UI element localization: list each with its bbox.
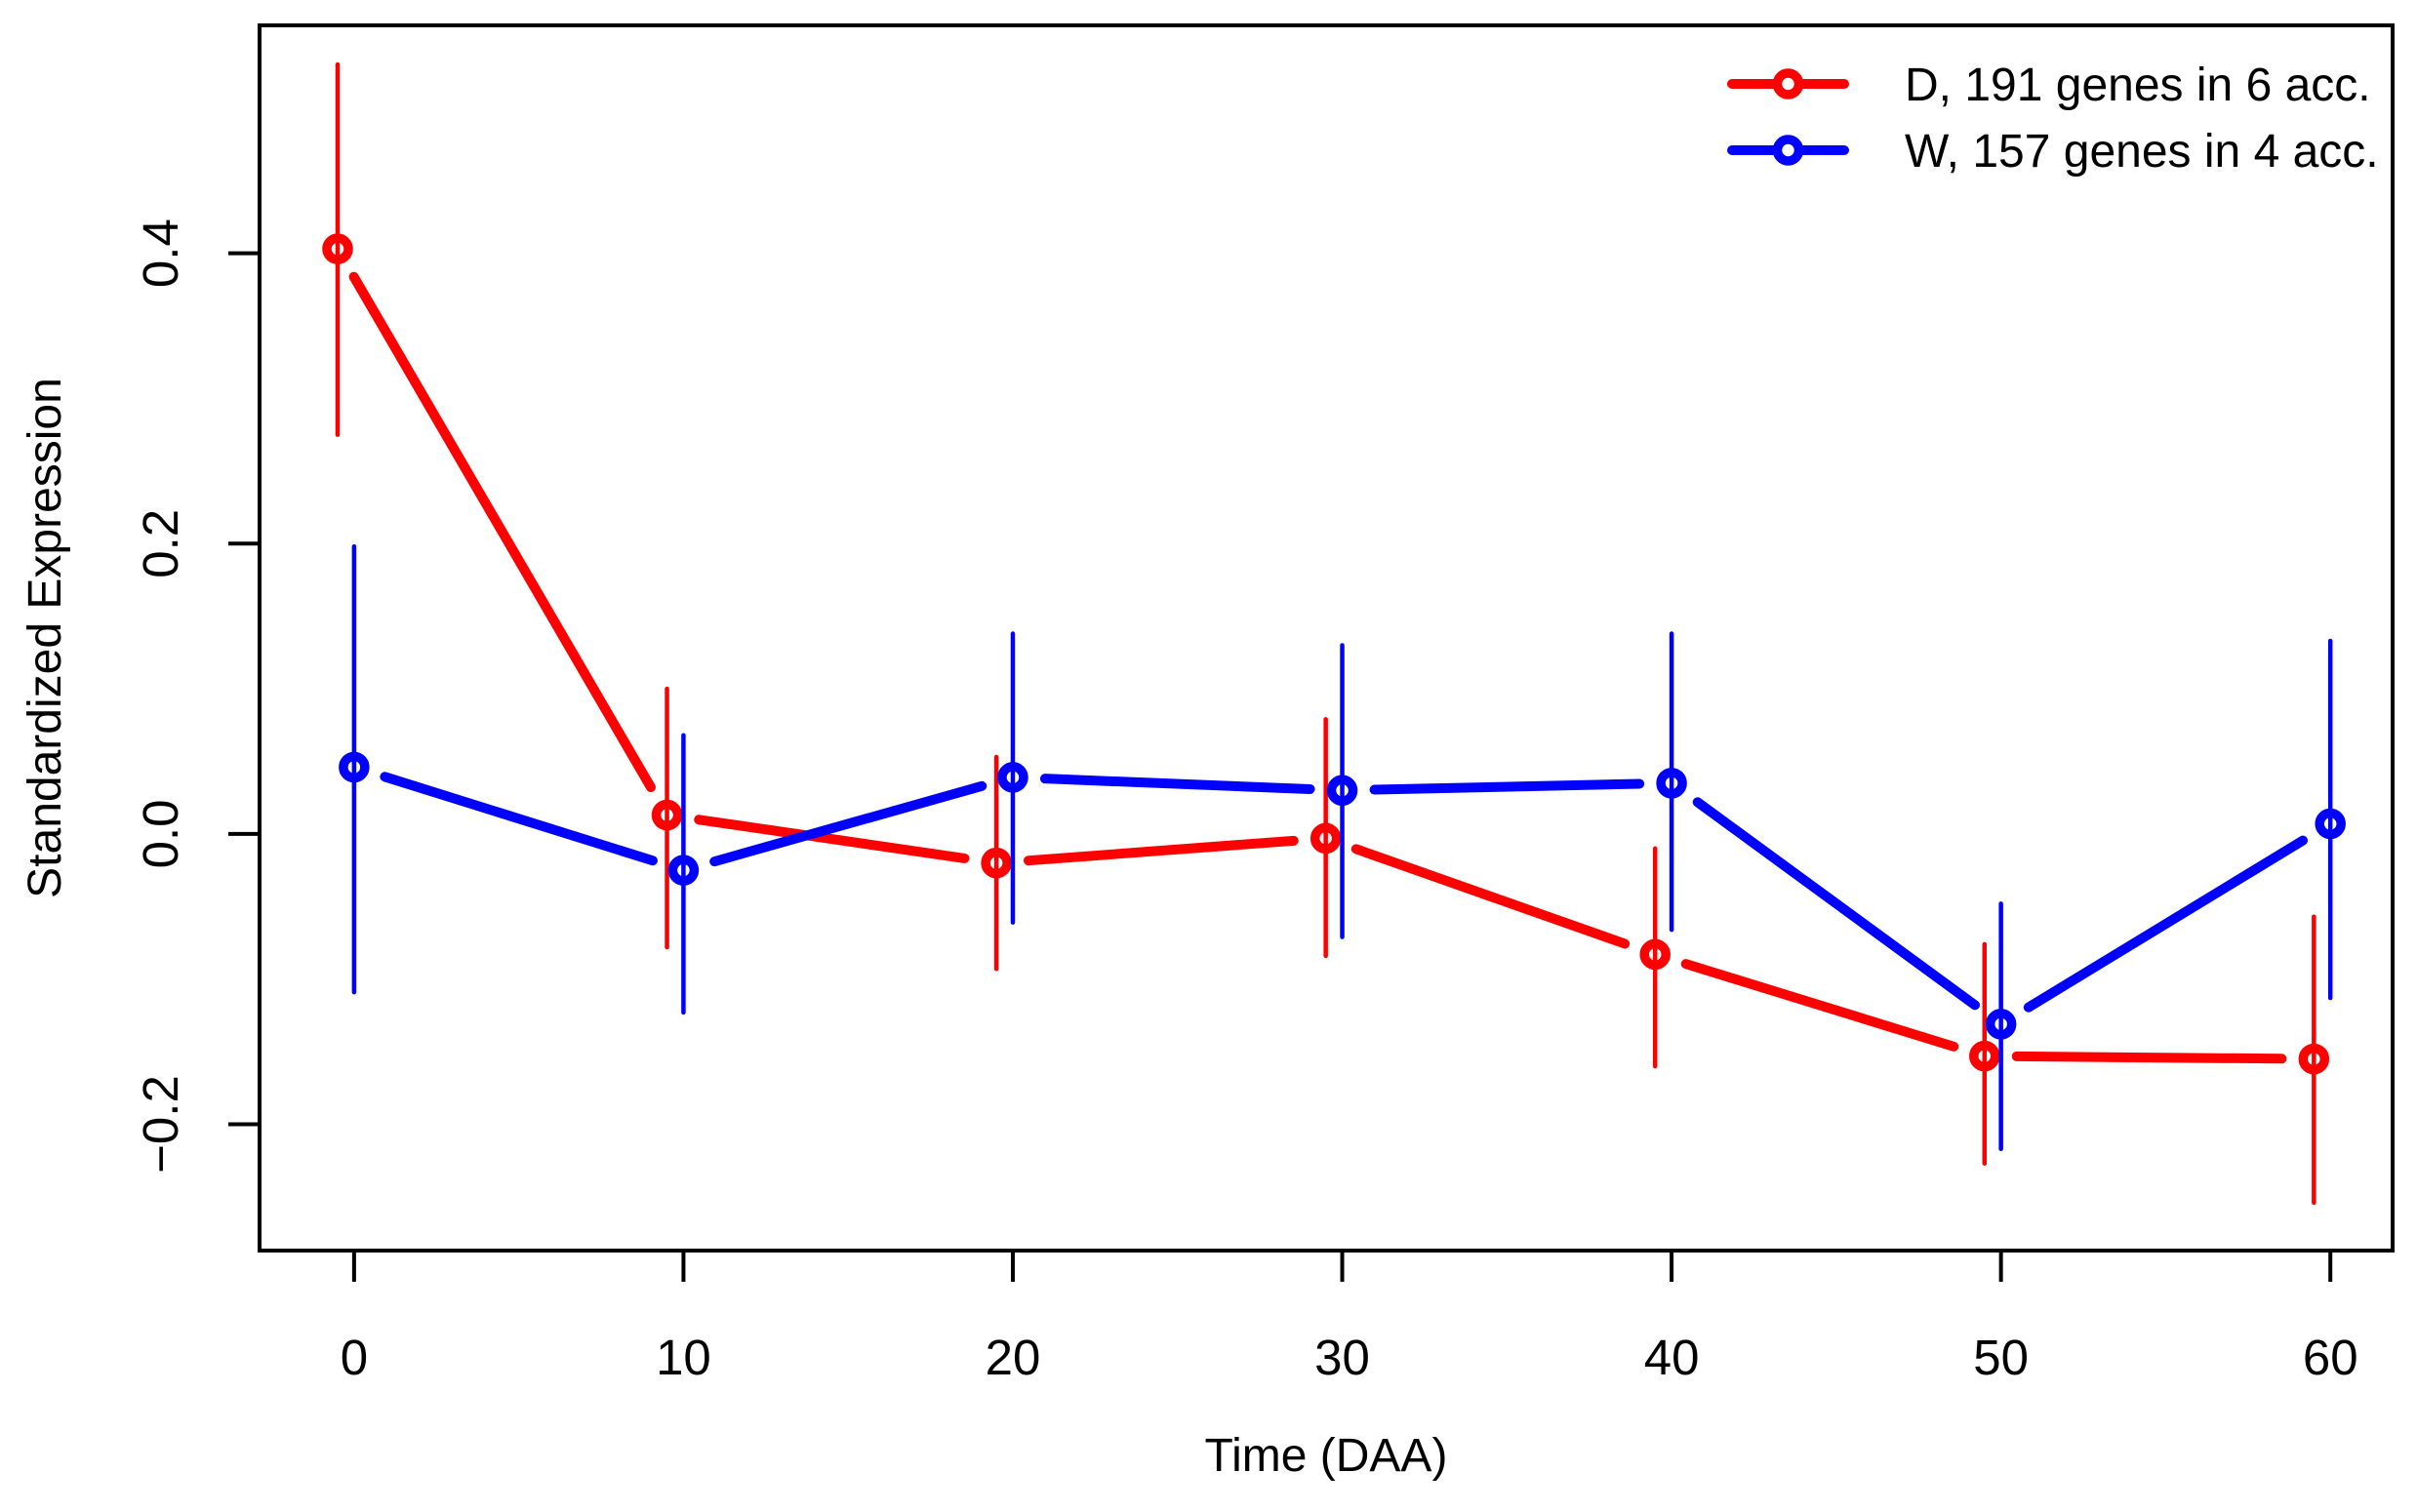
legend: D, 191 genes in 6 acc. W, 157 genes in 4… (1727, 60, 2379, 178)
legend-label-d: D, 191 genes in 6 acc. (1905, 60, 2371, 111)
legend-entry-d: D, 191 genes in 6 acc. (1727, 60, 2371, 111)
series-line-segment (2023, 835, 2309, 1013)
series-line-segment (709, 780, 987, 867)
x-tick-label: 30 (1314, 1330, 1370, 1385)
series-line-segment (1369, 778, 1645, 795)
y-tick-label: −0.2 (133, 1075, 188, 1174)
series-line-segment (348, 271, 656, 793)
series-line-segment (1024, 835, 1299, 866)
plot-border (258, 23, 2395, 1253)
y-tick-label: 0.0 (133, 799, 188, 868)
x-tick-label: 10 (656, 1330, 711, 1385)
plot-area: 0 10 20 30 40 50 60 0.4 0.2 0.0 −0.2 (133, 61, 2358, 1385)
x-axis-title: Time (DAA) (1205, 1430, 1448, 1482)
legend-label-w: W, 157 genes in 4 acc. (1905, 126, 2379, 178)
x-tick-label: 40 (1644, 1330, 1700, 1385)
legend-marker-circle-w (1772, 135, 1804, 166)
series-line-segment (2011, 1051, 2287, 1064)
series-line-segment (1039, 774, 1315, 794)
y-tick-label: 0.2 (133, 509, 188, 578)
x-tick-label: 60 (2303, 1330, 2358, 1385)
series-line-segment (380, 772, 658, 866)
y-axis-title: Standardized Expression (20, 378, 71, 898)
series-line-segment (1350, 844, 1631, 949)
x-tick-label: 0 (341, 1330, 368, 1385)
x-tick-label: 50 (1973, 1330, 2029, 1385)
legend-marker-circle-d (1772, 68, 1804, 99)
series-line-segment (1692, 797, 1981, 1011)
y-tick-label: 0.4 (133, 219, 188, 288)
x-tick-label: 20 (986, 1330, 1041, 1385)
series-line-segment (694, 815, 970, 863)
legend-entry-w: W, 157 genes in 4 acc. (1727, 126, 2379, 178)
series-line-segment (1680, 959, 1959, 1052)
